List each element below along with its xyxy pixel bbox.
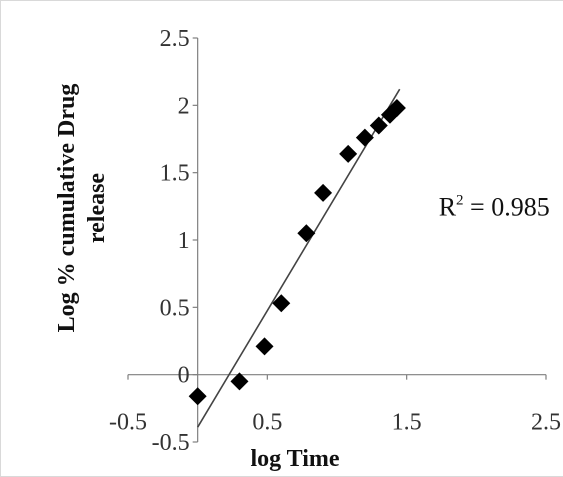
x-ticks: -0.5 0.5 1.5 2.5 (109, 374, 561, 436)
x-tick-label: -0.5 (109, 410, 147, 436)
y-tick-label: 0 (178, 363, 190, 389)
y-tick-label: -0.5 (152, 430, 190, 456)
x-tick-label: 1.5 (392, 410, 422, 436)
data-point-diamond (297, 224, 316, 243)
y-tick-label: 0.5 (160, 295, 190, 321)
y-tick-label: 1 (178, 228, 190, 254)
y-axis-title-line-2: release (84, 173, 110, 244)
y-axis-title-line-1: Log % cumulative Drug (54, 84, 80, 333)
data-point-diamond (272, 294, 291, 313)
x-tick-label: 0.5 (252, 410, 282, 436)
data-point-diamond (188, 387, 207, 406)
r-squared-annotation: R2 = 0.985 (439, 192, 550, 221)
data-point-diamond (369, 116, 388, 135)
data-point-diamond (339, 144, 358, 163)
data-point-diamond (387, 99, 406, 118)
data-point-diamond (255, 337, 274, 356)
x-axis-title: log Time (250, 446, 339, 472)
y-tick-label: 1.5 (160, 161, 190, 187)
trendline (196, 88, 401, 428)
r-squared-value: = 0.985 (464, 192, 550, 221)
data-points (188, 99, 406, 406)
r-squared-superscript: 2 (456, 192, 464, 208)
data-point-diamond (230, 372, 249, 391)
y-ticks: -0.5 0 0.5 1 1.5 2 2.5 (152, 26, 198, 456)
r-squared-prefix: R (439, 192, 457, 221)
axes (128, 38, 546, 442)
y-tick-label: 2.5 (160, 26, 190, 52)
y-axis-title: Log % cumulative Drug release (54, 84, 110, 333)
y-tick-label: 2 (178, 93, 190, 119)
data-point-diamond (355, 128, 374, 147)
x-tick-label: 2.5 (531, 410, 561, 436)
data-point-diamond (314, 183, 333, 202)
trendline-group (196, 88, 401, 428)
